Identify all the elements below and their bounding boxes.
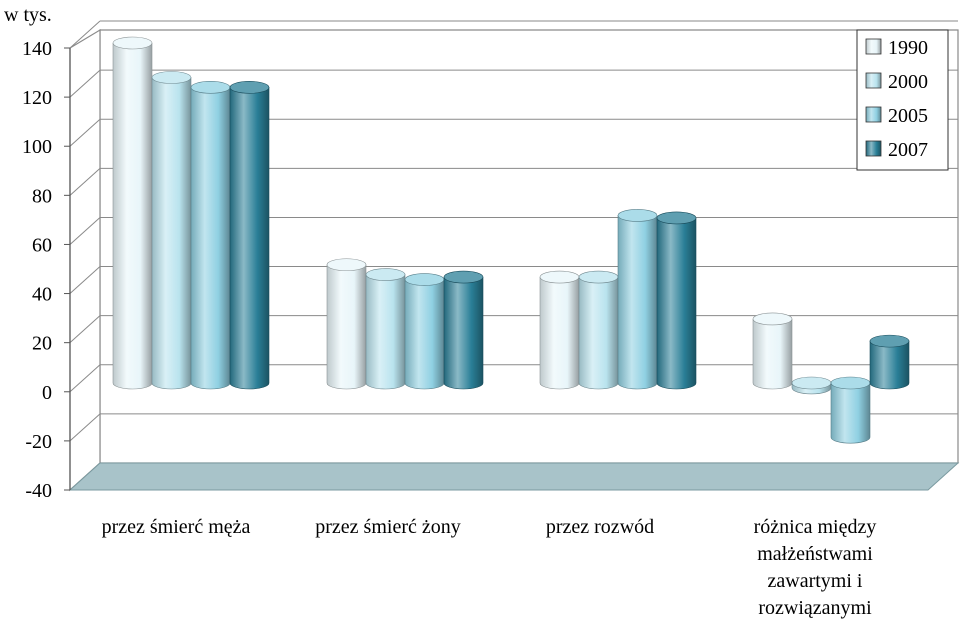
gridline-side <box>69 20 101 49</box>
bar-1990-2 <box>539 270 580 390</box>
legend: 1990 2000 2005 2007 <box>856 29 949 171</box>
legend-swatch <box>865 72 882 89</box>
y-tick-label: 40 <box>32 284 52 306</box>
bar-1990-3 <box>752 312 793 390</box>
gridline-side <box>69 217 101 245</box>
bar-cap <box>404 273 445 286</box>
bar-2000-1 <box>365 268 406 390</box>
plot-side-wall <box>69 28 101 492</box>
y-axis-ticks: 140 120 100 80 60 40 20 0 -20 -40 <box>22 38 70 502</box>
bar-cap <box>326 258 367 272</box>
bar-body <box>656 217 697 390</box>
bar-body <box>151 77 192 390</box>
unit-label: w tys. <box>4 4 52 26</box>
legend-swatch <box>865 106 882 123</box>
category-label: przez śmierć męża <box>102 516 251 538</box>
y-tick-label: -20 <box>25 431 52 453</box>
legend-label: 2005 <box>888 105 928 127</box>
gridline-side <box>69 315 101 344</box>
bar-cap <box>190 81 231 94</box>
category-label: przez śmierć żony <box>315 516 460 538</box>
y-tick-label: -40 <box>25 480 52 502</box>
gridline-side <box>69 167 101 196</box>
y-tick-label: 0 <box>42 382 52 404</box>
bar-cap <box>830 376 871 390</box>
legend-label: 2007 <box>888 139 928 161</box>
legend-swatch <box>865 140 882 157</box>
bar-2007-0 <box>229 81 270 390</box>
category-label: zawartymi i <box>768 570 863 592</box>
bar-body <box>617 215 658 390</box>
bar-1990-0 <box>112 36 153 390</box>
x-axis-labels: przez śmierć męża przez śmierć żony przez … <box>102 516 877 619</box>
y-tick-label: 140 <box>22 38 52 60</box>
bar-body <box>830 382 871 444</box>
y-tick-label: 120 <box>22 87 52 109</box>
bar-2000-3 <box>791 376 832 395</box>
bar-cap <box>617 209 658 222</box>
bar-body <box>326 264 367 390</box>
category-label: przez rozwód <box>546 516 654 538</box>
bar-body <box>404 279 445 390</box>
y-tick-label: 100 <box>22 136 52 158</box>
bar-cap <box>443 270 484 284</box>
bar-cap <box>365 268 406 281</box>
legend-swatch <box>865 38 882 55</box>
bar-body <box>190 87 231 390</box>
bar-cap <box>539 270 580 284</box>
bar-body <box>229 87 270 390</box>
gridline-side <box>69 118 101 147</box>
bar-body <box>112 42 153 390</box>
bar-2007-2 <box>656 211 697 390</box>
bar-body <box>365 274 406 390</box>
legend-label: 2000 <box>888 71 928 93</box>
bar-cap <box>656 211 697 225</box>
y-tick-label: 60 <box>32 234 52 256</box>
bar-body <box>539 276 580 390</box>
bar-cap <box>752 312 793 326</box>
gridline-side <box>69 364 101 393</box>
bar-2000-2 <box>578 270 619 390</box>
bar-cap <box>578 270 619 284</box>
bar-body <box>578 276 619 390</box>
y-tick-label: 20 <box>32 333 52 355</box>
bar-body <box>752 318 793 390</box>
bar-cap <box>151 71 192 84</box>
bar-cap <box>229 81 270 94</box>
legend-label: 1990 <box>888 37 928 59</box>
gridline-side <box>69 69 101 98</box>
plot-floor <box>68 462 960 491</box>
bar-body <box>443 276 484 390</box>
bar-2007-1 <box>443 270 484 390</box>
bar-2005-1 <box>404 273 445 390</box>
bars <box>112 36 910 444</box>
category-label: małżeństwami <box>757 543 873 565</box>
bar-cap <box>112 36 153 50</box>
bar-2007-3 <box>869 334 910 390</box>
bar-2000-0 <box>151 71 192 390</box>
bar-2005-2 <box>617 209 658 390</box>
gridline-side <box>69 266 101 294</box>
bar-cap <box>791 376 832 390</box>
bar-2005-3 <box>830 376 871 444</box>
bar-body <box>869 340 910 390</box>
category-label: różnica między <box>754 516 877 538</box>
gridline-side <box>69 413 101 442</box>
bar-1990-1 <box>326 258 367 390</box>
bar-2005-0 <box>190 81 231 390</box>
category-label: rozwiązanymi <box>758 597 872 619</box>
y-tick-label: 80 <box>32 185 52 207</box>
bar-cap <box>869 334 910 348</box>
